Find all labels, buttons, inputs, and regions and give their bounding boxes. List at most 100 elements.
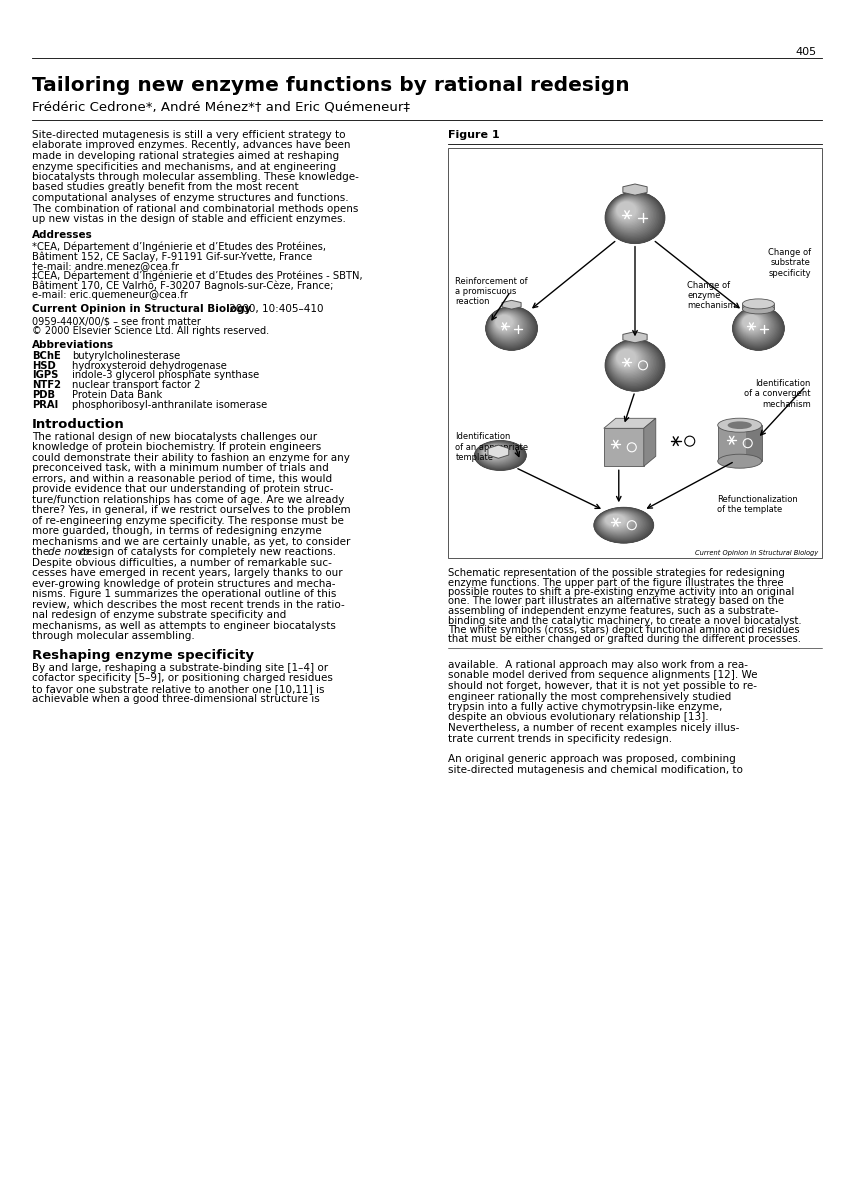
- Ellipse shape: [605, 514, 626, 526]
- Text: there? Yes, in general, if we restrict ourselves to the problem: there? Yes, in general, if we restrict o…: [32, 505, 350, 515]
- Ellipse shape: [495, 314, 514, 331]
- Ellipse shape: [742, 298, 774, 309]
- Ellipse shape: [602, 512, 634, 532]
- Ellipse shape: [493, 313, 518, 334]
- Ellipse shape: [734, 308, 780, 348]
- Ellipse shape: [600, 511, 638, 533]
- Ellipse shape: [606, 340, 662, 389]
- Ellipse shape: [490, 310, 527, 342]
- Bar: [448, 148, 822, 558]
- Ellipse shape: [479, 443, 516, 464]
- Ellipse shape: [614, 200, 643, 224]
- Text: despite an obvious evolutionary relationship [13].: despite an obvious evolutionary relation…: [448, 712, 709, 723]
- Ellipse shape: [594, 508, 654, 544]
- Ellipse shape: [479, 443, 514, 463]
- Ellipse shape: [594, 508, 652, 543]
- Text: hydroxysteroid dehydrogenase: hydroxysteroid dehydrogenase: [72, 361, 227, 371]
- Ellipse shape: [609, 343, 656, 384]
- Ellipse shape: [485, 307, 537, 350]
- Text: †e-mail: andre.menez@cea.fr: †e-mail: andre.menez@cea.fr: [32, 261, 179, 271]
- Ellipse shape: [596, 509, 649, 540]
- Ellipse shape: [478, 443, 518, 466]
- Ellipse shape: [481, 444, 509, 461]
- Polygon shape: [604, 428, 643, 467]
- Ellipse shape: [609, 195, 654, 235]
- Text: Reinforcement of
a promiscuous
reaction: Reinforcement of a promiscuous reaction: [456, 277, 528, 307]
- Ellipse shape: [595, 508, 651, 541]
- Ellipse shape: [608, 195, 658, 237]
- Ellipse shape: [616, 202, 637, 219]
- Ellipse shape: [614, 346, 644, 373]
- Text: Change of
substrate
specificity: Change of substrate specificity: [768, 248, 811, 278]
- Ellipse shape: [734, 308, 779, 346]
- Text: HSD: HSD: [32, 361, 56, 371]
- Text: Current Opinion in Structural Biology: Current Opinion in Structural Biology: [32, 304, 252, 314]
- Ellipse shape: [606, 192, 662, 241]
- Text: knowledge of protein biochemistry. If protein engineers: knowledge of protein biochemistry. If pr…: [32, 442, 321, 452]
- Ellipse shape: [479, 444, 513, 463]
- Text: that must be either changed or grafted during the different processes.: that must be either changed or grafted d…: [448, 634, 801, 645]
- Ellipse shape: [733, 307, 783, 349]
- Text: © 2000 Elsevier Science Ltd. All rights reserved.: © 2000 Elsevier Science Ltd. All rights …: [32, 326, 269, 336]
- Ellipse shape: [612, 197, 649, 230]
- Ellipse shape: [492, 312, 522, 337]
- Text: Protein Data Bank: Protein Data Bank: [72, 390, 162, 401]
- Text: elaborate improved enzymes. Recently, advances have been: elaborate improved enzymes. Recently, ad…: [32, 141, 350, 150]
- Text: The white symbols (cross, stars) depict functional amino acid residues: The white symbols (cross, stars) depict …: [448, 626, 800, 635]
- Ellipse shape: [600, 511, 639, 534]
- Text: Reshaping enzyme specificity: Reshaping enzyme specificity: [32, 648, 254, 662]
- Polygon shape: [488, 445, 509, 458]
- Ellipse shape: [740, 312, 768, 336]
- Ellipse shape: [474, 440, 526, 470]
- Text: PDB: PDB: [32, 390, 55, 401]
- Polygon shape: [623, 184, 647, 195]
- Ellipse shape: [728, 421, 751, 429]
- Ellipse shape: [740, 313, 766, 334]
- Ellipse shape: [737, 310, 774, 342]
- Ellipse shape: [610, 196, 651, 232]
- Ellipse shape: [742, 314, 761, 331]
- Ellipse shape: [496, 315, 513, 330]
- Text: Schematic representation of the possible strategies for redesigning: Schematic representation of the possible…: [448, 568, 785, 577]
- Ellipse shape: [612, 345, 647, 375]
- Ellipse shape: [608, 342, 659, 386]
- Ellipse shape: [596, 509, 648, 540]
- Text: enzyme specificities and mechanisms, and at engineering: enzyme specificities and mechanisms, and…: [32, 161, 336, 172]
- Polygon shape: [604, 419, 656, 428]
- Ellipse shape: [604, 514, 628, 528]
- Text: Addresses: Addresses: [32, 231, 93, 241]
- Text: achievable when a good three-dimensional structure is: achievable when a good three-dimensional…: [32, 694, 320, 704]
- Ellipse shape: [604, 512, 630, 529]
- Ellipse shape: [603, 512, 632, 529]
- Ellipse shape: [483, 445, 504, 458]
- Ellipse shape: [597, 509, 646, 539]
- Ellipse shape: [484, 446, 503, 457]
- Text: butyrylcholinesterase: butyrylcholinesterase: [72, 351, 180, 361]
- Ellipse shape: [480, 444, 512, 462]
- Ellipse shape: [493, 313, 519, 334]
- Ellipse shape: [602, 512, 632, 531]
- Ellipse shape: [737, 310, 773, 340]
- Ellipse shape: [613, 346, 645, 374]
- Ellipse shape: [608, 342, 658, 385]
- Ellipse shape: [736, 309, 775, 343]
- Text: to favor one substrate relative to another one [10,11] is: to favor one substrate relative to anoth…: [32, 683, 325, 694]
- Ellipse shape: [611, 344, 650, 378]
- Ellipse shape: [605, 192, 664, 242]
- Ellipse shape: [491, 312, 524, 338]
- Text: mechanisms and we are certainly unable, as yet, to consider: mechanisms and we are certainly unable, …: [32, 537, 350, 546]
- Text: Identification
of an appropriate
template: Identification of an appropriate templat…: [456, 432, 529, 462]
- Polygon shape: [717, 425, 762, 461]
- Ellipse shape: [612, 345, 649, 377]
- Text: cofactor specificity [5–9], or positioning charged residues: cofactor specificity [5–9], or positioni…: [32, 674, 333, 683]
- Text: made in developing rational strategies aimed at reshaping: made in developing rational strategies a…: [32, 152, 339, 161]
- Text: up new vistas in the design of stable and efficient enzymes.: up new vistas in the design of stable an…: [32, 214, 346, 224]
- Ellipse shape: [614, 198, 644, 225]
- Ellipse shape: [605, 191, 665, 244]
- Ellipse shape: [615, 348, 641, 371]
- Ellipse shape: [488, 308, 532, 346]
- Ellipse shape: [717, 419, 762, 432]
- Ellipse shape: [598, 509, 645, 538]
- Ellipse shape: [735, 309, 778, 345]
- Ellipse shape: [480, 444, 511, 462]
